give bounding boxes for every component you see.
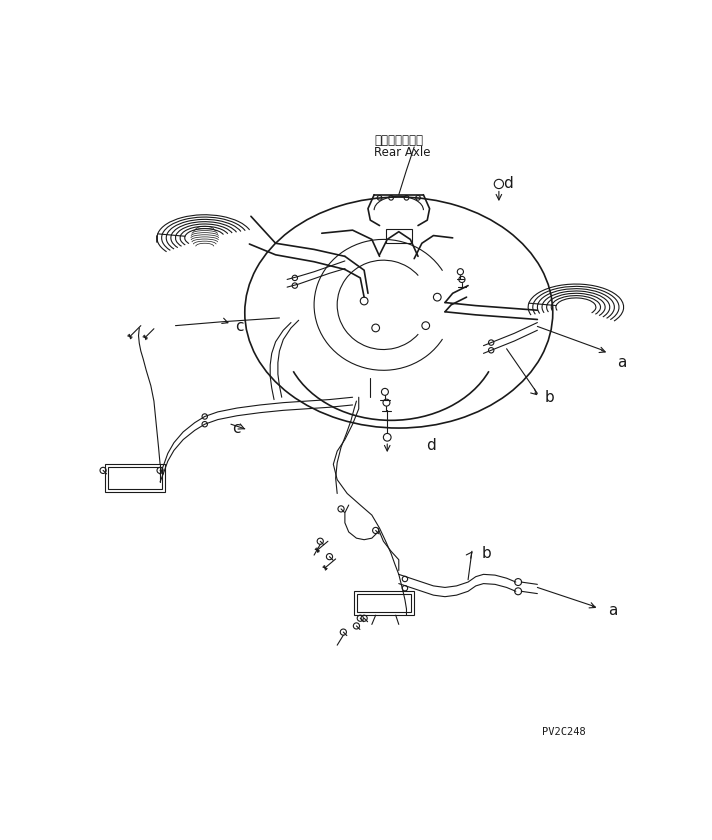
Text: PV2C248: PV2C248 (542, 727, 586, 738)
Text: a: a (617, 355, 626, 370)
Bar (357, 594, 411, 612)
Text: リヤーアクスル: リヤーアクスル (374, 134, 423, 147)
Bar (105, 465, 164, 492)
Text: d: d (426, 438, 436, 454)
Bar (354, 591, 414, 615)
Text: b: b (482, 546, 492, 561)
Text: a: a (608, 603, 617, 618)
Text: c: c (231, 421, 240, 436)
Bar (386, 229, 412, 244)
Text: c: c (236, 319, 244, 334)
Text: Rear Axle: Rear Axle (374, 146, 431, 159)
Text: b: b (545, 390, 555, 405)
Text: d: d (503, 176, 513, 192)
Bar (108, 467, 162, 489)
